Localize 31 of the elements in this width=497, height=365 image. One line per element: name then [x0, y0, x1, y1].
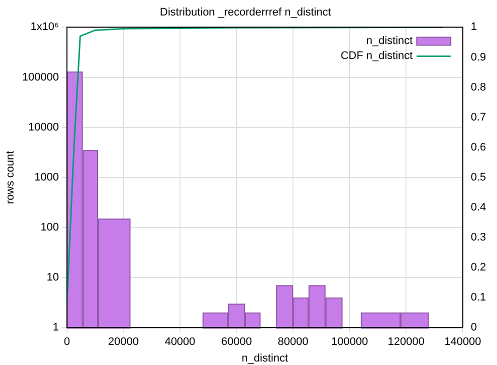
y-tick-label: 1	[52, 322, 59, 334]
legend-label: CDF n_distinct	[340, 50, 413, 62]
y2-tick-label: 0.8	[470, 81, 486, 94]
y2-tick-label: 0.2	[470, 262, 486, 274]
y2-tick-label: 0.7	[470, 111, 486, 124]
y2-tick-label: 0.9	[470, 51, 486, 64]
x-tick-label: 140000	[444, 336, 482, 348]
chart-title: Distribution _recorderrref n_distinct	[160, 6, 332, 19]
x-tick-label: 120000	[388, 336, 425, 348]
x-tick-label: 20000	[108, 336, 139, 348]
y2-tick-label: 1	[470, 21, 477, 34]
x-axis-title: n_distinct	[242, 352, 288, 364]
y-tick-label: 100000	[22, 71, 59, 84]
y-tick-label: 1x10⁶	[30, 21, 59, 34]
y2-tick-label: 0.6	[470, 141, 486, 154]
x-tick-label: 100000	[331, 336, 368, 348]
y2-tick-label: 0.4	[470, 201, 486, 214]
y2-tick-label: 0.5	[470, 171, 486, 184]
y-tick-label: 100	[40, 222, 59, 234]
y-axis-title: rows count	[4, 150, 17, 204]
y2-tick-label: 0.1	[470, 292, 486, 304]
x-tick-label: 60000	[221, 336, 252, 348]
y-tick-label: 10	[46, 272, 59, 284]
x-tick-label: 80000	[278, 336, 308, 348]
y-tick-label: 10000	[28, 121, 59, 134]
y2-tick-label: 0	[470, 322, 477, 334]
y-tick-label: 1000	[34, 171, 59, 184]
x-tick-label: 0	[64, 336, 70, 348]
legend-label: n_distinct	[366, 35, 413, 48]
x-tick-label: 40000	[164, 336, 196, 348]
y2-tick-label: 0.3	[470, 232, 486, 244]
